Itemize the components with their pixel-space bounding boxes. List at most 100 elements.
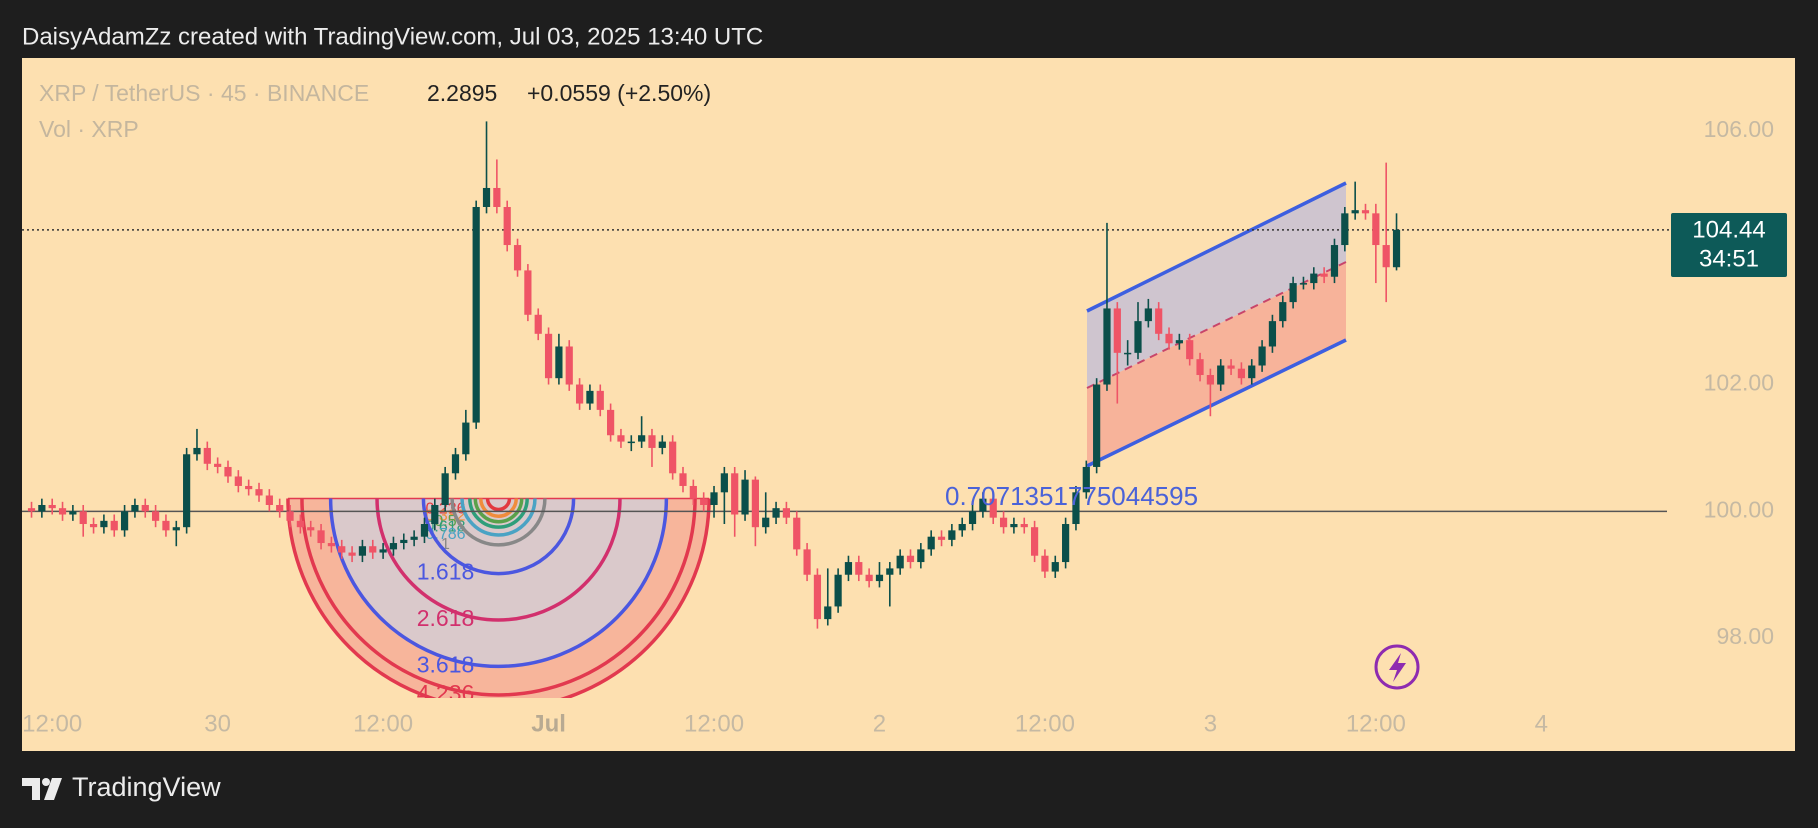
candle-body [669, 441, 677, 474]
candle-body [1217, 365, 1225, 385]
candle-body [1248, 365, 1256, 379]
candle-body [462, 422, 470, 455]
candle-body [865, 574, 873, 582]
candle-body [834, 574, 842, 607]
candle-body [79, 511, 87, 525]
candle-body [327, 543, 336, 547]
candle-body [524, 270, 532, 315]
candle-body [245, 485, 253, 490]
candles [27, 121, 1401, 629]
guides [22, 229, 1671, 513]
alert-bolt[interactable] [1389, 653, 1406, 682]
candle-body [565, 346, 573, 385]
candle-body [1206, 375, 1214, 385]
candle-body [658, 441, 666, 448]
candle-body [875, 574, 884, 582]
candle-body [1051, 562, 1059, 572]
candle-body [1093, 384, 1101, 467]
candle-body [1186, 340, 1194, 360]
candle-body [710, 492, 718, 505]
candle-body [1030, 527, 1039, 556]
candle-body [89, 524, 98, 528]
channel-lower-line [1086, 338, 1347, 468]
fib-label: 4.236 [417, 680, 475, 706]
candle-body [482, 187, 491, 207]
candle-body [855, 562, 863, 575]
candle-body [48, 504, 56, 509]
candle-body [824, 606, 832, 620]
candle-body [1113, 308, 1121, 353]
alert-icon[interactable] [1374, 644, 1420, 690]
candle-body [1103, 308, 1111, 385]
price-box [1671, 213, 1787, 277]
candle-body [369, 546, 377, 553]
y-tick-label: 102.00 [1704, 370, 1774, 396]
x-tick-label: 12:00 [1015, 710, 1075, 737]
candle-body [575, 384, 584, 404]
x-tick-label: 2 [873, 710, 886, 737]
candle-body [906, 555, 915, 563]
candle-body [1382, 245, 1390, 268]
attribution: DaisyAdamZz created with TradingView.com… [22, 23, 763, 50]
x-tick-label: 12:00 [684, 710, 744, 737]
candle-body [317, 530, 325, 544]
candle-body [493, 187, 501, 207]
annotation: 0.7071351775044595 [945, 481, 1198, 511]
candle-body [999, 517, 1008, 528]
candle-body [989, 498, 997, 518]
countdown: 34:51 [1699, 245, 1759, 272]
candle-body [203, 447, 211, 464]
fib-arc-outer [286, 498, 711, 698]
candle-body [844, 562, 853, 575]
fib-label: 1 [441, 536, 450, 553]
candle-body [338, 546, 346, 553]
candle-body [1310, 273, 1318, 284]
candle-body [937, 536, 946, 540]
candle-body [472, 206, 480, 423]
candle-body [141, 504, 149, 512]
candle-body [1341, 213, 1349, 246]
candle-body [152, 511, 160, 521]
candle-body [896, 555, 904, 569]
plot-area [22, 58, 1795, 751]
fib-arc [450, 498, 547, 547]
x-tick-label: 12:00 [1346, 710, 1406, 737]
candle-body [234, 476, 242, 486]
candle-body [58, 508, 67, 515]
candle-body [389, 543, 398, 550]
candle-body [968, 511, 977, 525]
fib-label: 0.5 [434, 513, 456, 530]
fib-arc [468, 498, 529, 529]
candle-body [120, 511, 129, 531]
candle-body [731, 473, 739, 515]
candle-body [555, 346, 563, 379]
fib-arc [485, 498, 512, 512]
candle-body [1279, 302, 1287, 322]
candle-body [1010, 524, 1018, 528]
candle-body [1392, 229, 1401, 268]
brand: TradingView [72, 772, 221, 802]
fib-arc [300, 498, 697, 697]
candle-body [617, 435, 625, 442]
x-tick-label: 12:00 [22, 710, 82, 737]
candle-body [948, 530, 956, 540]
candle-body [813, 574, 822, 620]
candle-body [1372, 213, 1380, 246]
fib-arc [421, 498, 576, 576]
fib-label: 2.618 [417, 605, 475, 631]
candle-body [741, 479, 749, 515]
candle-body [286, 511, 294, 521]
candle-body [927, 536, 935, 550]
candle-body [1072, 492, 1080, 525]
candle-body [1196, 359, 1204, 376]
candle-body [255, 489, 263, 496]
candle-body [1165, 333, 1173, 344]
logo-v [44, 778, 62, 800]
candle-body [544, 333, 553, 379]
candle-body [193, 447, 201, 455]
candle-body [648, 435, 656, 448]
channel-upper-line [1086, 181, 1347, 313]
candle-body [431, 504, 439, 525]
